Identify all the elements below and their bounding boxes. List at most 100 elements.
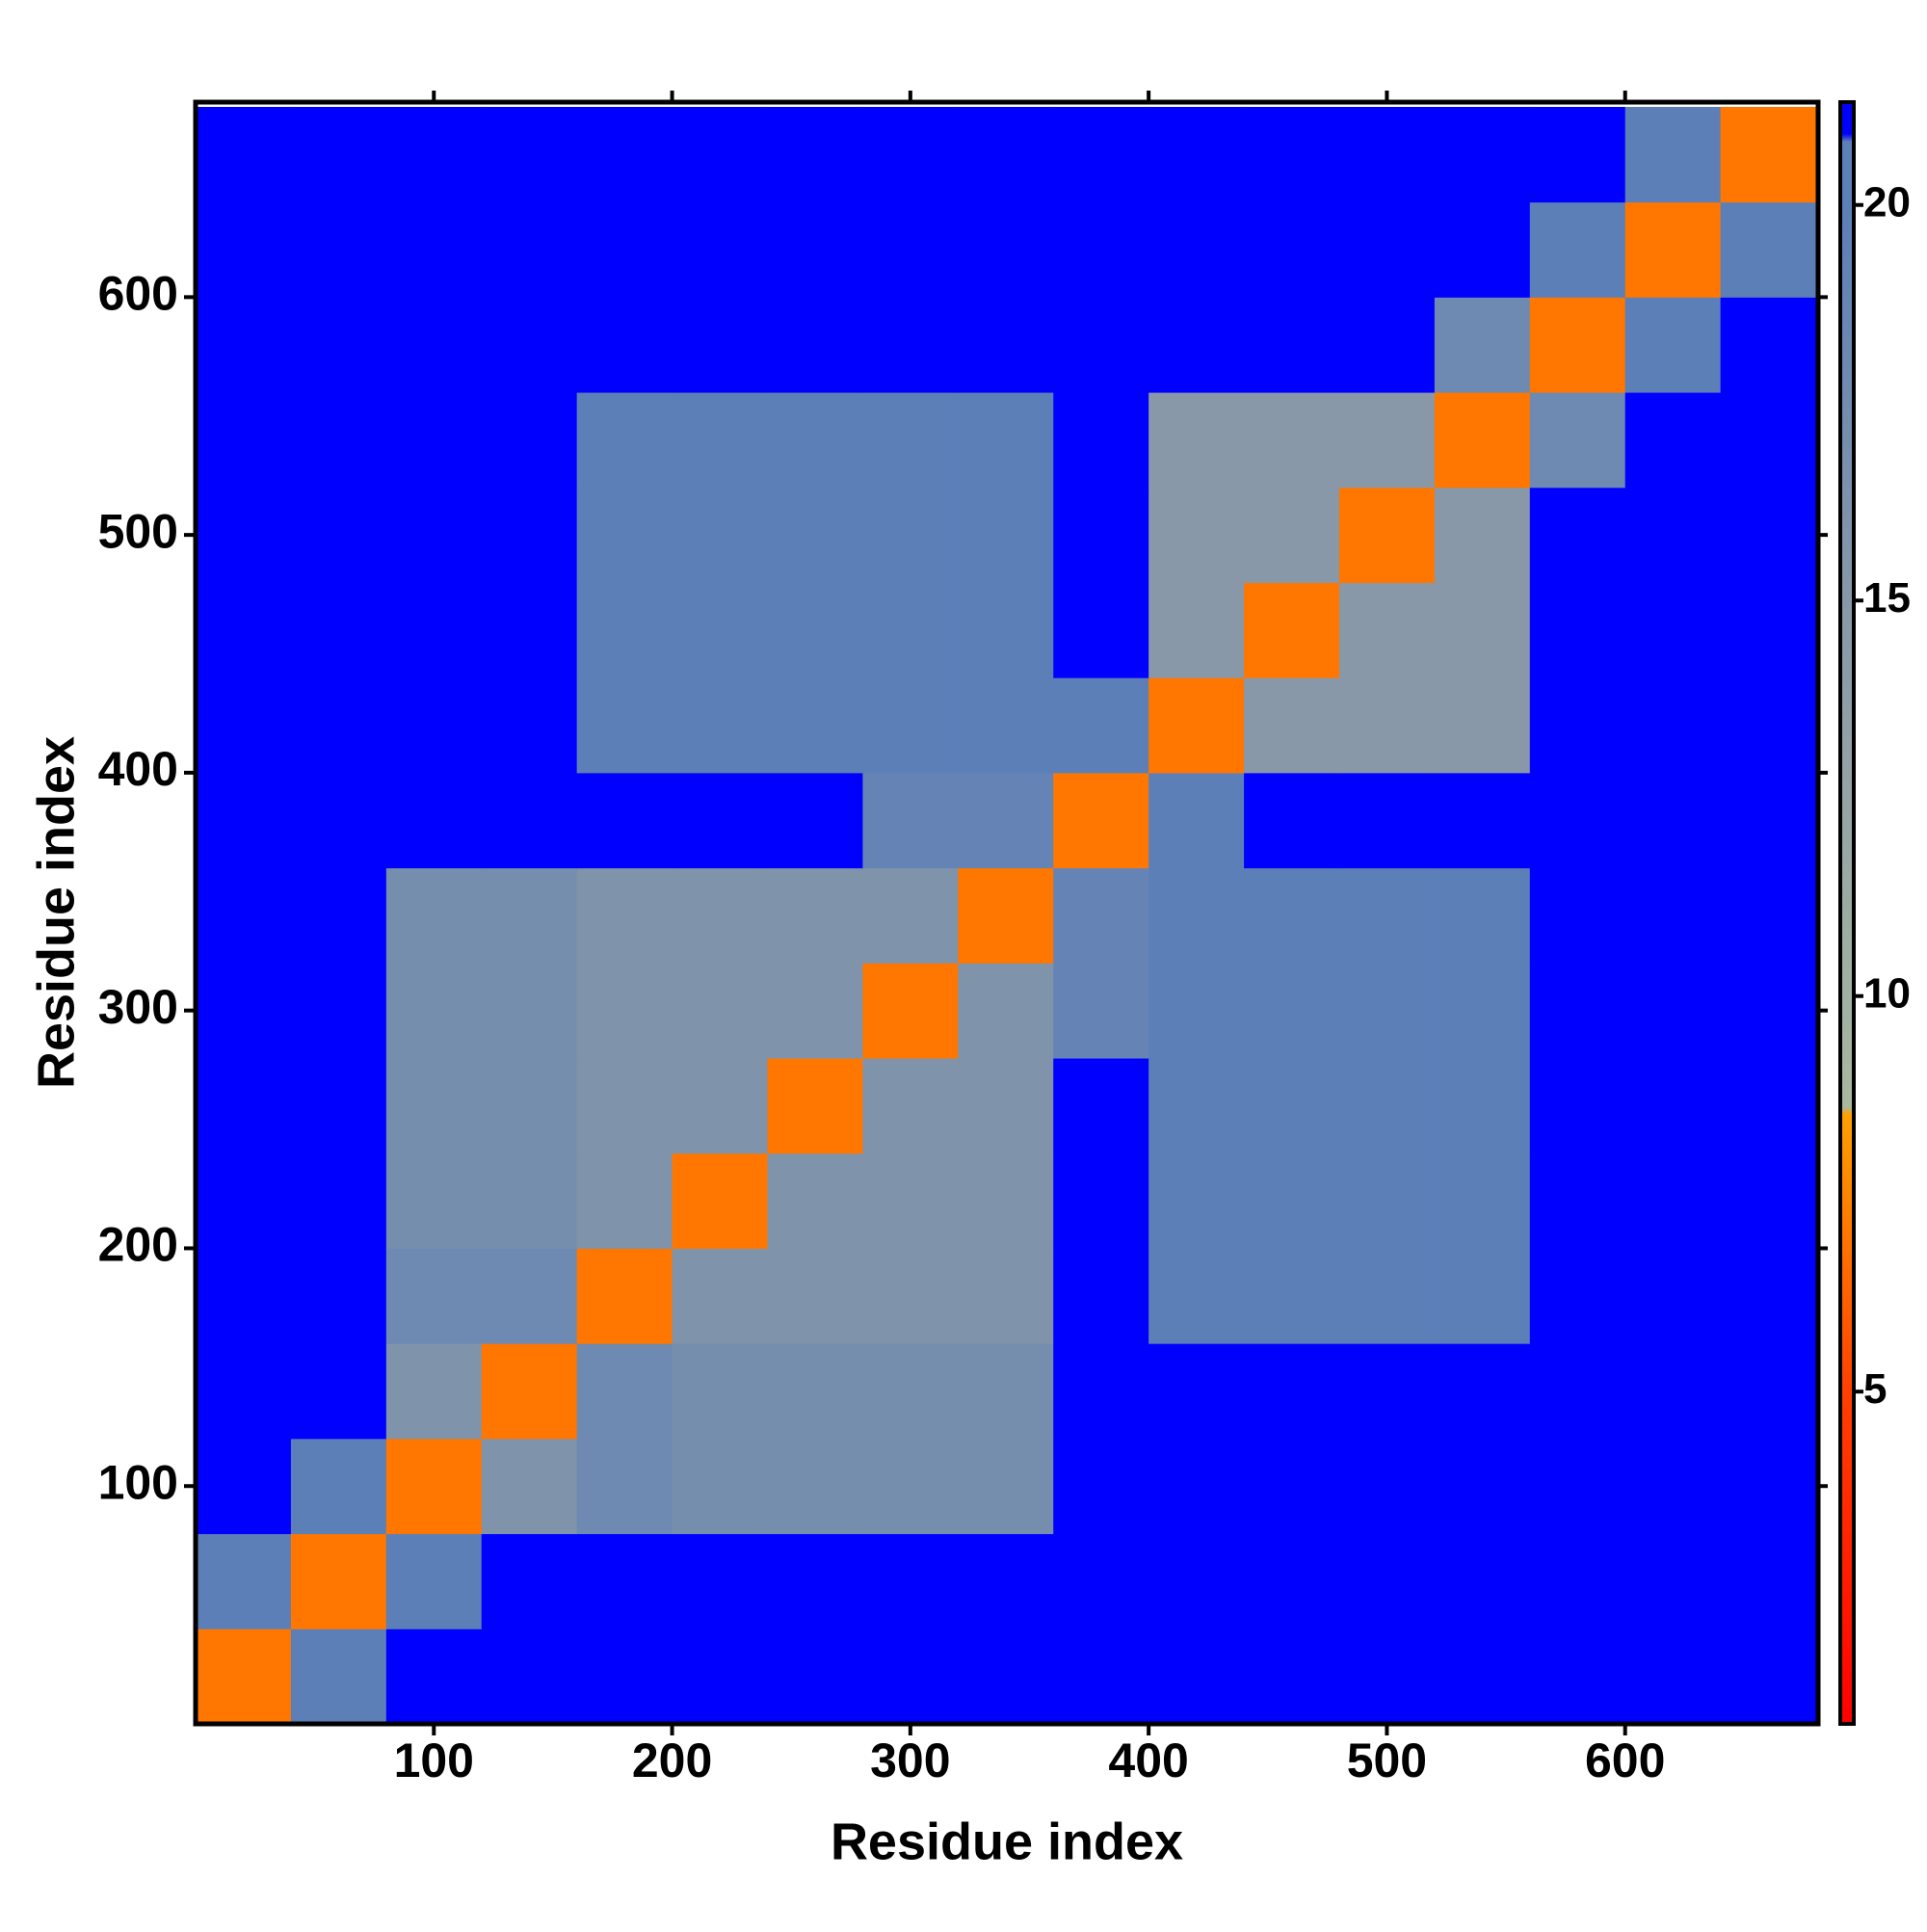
heatmap-cell	[290, 1438, 387, 1535]
heatmap-cell	[767, 1438, 863, 1535]
heatmap-cell	[1720, 1343, 1817, 1440]
heatmap-cell	[1720, 963, 1817, 1059]
heatmap-cell	[1148, 201, 1245, 298]
heatmap-cell	[1053, 677, 1149, 774]
heatmap-cell	[1624, 1533, 1722, 1629]
heatmap-cell	[1529, 1152, 1626, 1249]
heatmap-cell	[1434, 963, 1531, 1059]
heatmap-cell	[1338, 1152, 1436, 1249]
heatmap-cell	[1338, 201, 1436, 298]
plot-frame	[193, 99, 1821, 1727]
heatmap-cell	[1338, 963, 1436, 1059]
heatmap-cell	[290, 1533, 387, 1629]
heatmap-cell	[862, 772, 959, 869]
heatmap-cell	[1720, 106, 1817, 203]
heatmap-cell	[1338, 392, 1436, 489]
heatmap-cell	[290, 772, 387, 869]
heatmap-cell	[1148, 1438, 1245, 1535]
x-tick-label: 200	[632, 1734, 712, 1787]
heatmap-cell	[1338, 677, 1436, 774]
heatmap-cell	[1148, 392, 1245, 489]
heatmap-cell	[196, 1343, 292, 1440]
heatmap-cell	[290, 1343, 387, 1440]
colorbar-tick-label: 15	[1863, 574, 1911, 622]
heatmap-cell	[1244, 201, 1340, 298]
heatmap-cell	[767, 772, 863, 869]
heatmap-cell	[672, 772, 768, 869]
heatmap-cell	[290, 1152, 387, 1249]
heatmap-cell	[958, 201, 1054, 298]
heatmap-cell	[862, 1438, 959, 1535]
x-tick-label: 400	[1108, 1734, 1188, 1787]
heatmap-cell	[481, 297, 578, 393]
heatmap-cell	[862, 201, 959, 298]
heatmap-cell	[958, 582, 1054, 678]
heatmap-cell	[1244, 1343, 1340, 1440]
heatmap-cell	[672, 1533, 768, 1629]
heatmap-cell	[767, 1152, 863, 1249]
heatmap-cell	[958, 1152, 1054, 1249]
heatmap-cell	[767, 867, 863, 964]
heatmap-cell	[958, 867, 1054, 964]
heatmap-cell	[1720, 201, 1817, 298]
heatmap-cell	[576, 1248, 673, 1344]
heatmap-cell	[385, 963, 483, 1059]
heatmap-cell	[1338, 1438, 1436, 1535]
x-tick-label: 500	[1347, 1734, 1427, 1787]
heatmap-cell	[1720, 1438, 1817, 1535]
heatmap-cell	[958, 677, 1054, 774]
heatmap-cell	[1529, 1058, 1626, 1154]
heatmap-cell	[481, 772, 578, 869]
heatmap-cell	[672, 201, 768, 298]
x-axis-label: Residue index	[831, 1813, 1183, 1870]
heatmap-cell	[862, 582, 959, 678]
heatmap-cell	[290, 201, 387, 298]
heatmap-cell	[672, 1058, 768, 1154]
heatmap-cell	[1720, 677, 1817, 774]
heatmap-cell	[1624, 1343, 1722, 1440]
heatmap-cell	[196, 297, 292, 393]
heatmap-cell	[1244, 392, 1340, 489]
heatmap-cell	[576, 1438, 673, 1535]
y-axis-label: Residue index	[27, 736, 85, 1089]
heatmap-cell	[385, 201, 483, 298]
heatmap-cell	[672, 1343, 768, 1440]
heatmap-cell	[1529, 1438, 1626, 1535]
heatmap-cell	[1053, 1058, 1149, 1154]
heatmap-cell	[1434, 677, 1531, 774]
heatmap-cell	[576, 1343, 673, 1440]
heatmap-cell	[196, 1628, 292, 1725]
heatmap-cell	[481, 867, 578, 964]
heatmap-cell	[576, 772, 673, 869]
heatmap-cell	[1053, 201, 1149, 298]
heatmap-cell	[862, 392, 959, 489]
heatmap-cell	[196, 963, 292, 1059]
heatmap-cell	[958, 963, 1054, 1059]
heatmap-cell	[576, 106, 673, 203]
heatmap-cell	[767, 201, 863, 298]
heatmap-cell	[1148, 1628, 1245, 1725]
heatmap-cell	[1148, 963, 1245, 1059]
heatmap-cell	[1624, 1058, 1722, 1154]
heatmap-cell	[1624, 772, 1722, 869]
heatmap-cell	[1338, 487, 1436, 583]
heatmap-cell	[290, 582, 387, 678]
heatmap-cell	[1338, 1343, 1436, 1440]
heatmap-cell	[767, 1533, 863, 1629]
heatmap-cell	[958, 1533, 1054, 1629]
heatmap-cell	[1053, 1628, 1149, 1725]
heatmap-cell	[1529, 487, 1626, 583]
heatmap-cell	[290, 963, 387, 1059]
heatmap-cell	[1434, 487, 1531, 583]
heatmap-cell	[196, 1438, 292, 1535]
heatmap-cell	[1338, 1248, 1436, 1344]
heatmap-cell	[481, 392, 578, 489]
heatmap-cell	[576, 963, 673, 1059]
heatmap-cell	[290, 867, 387, 964]
heatmap-cell	[862, 1058, 959, 1154]
heatmap-cell	[290, 487, 387, 583]
heatmap-cell	[1053, 1438, 1149, 1535]
heatmap-cell	[1244, 297, 1340, 393]
heatmap-cell	[1148, 772, 1245, 869]
heatmap-cell	[196, 392, 292, 489]
